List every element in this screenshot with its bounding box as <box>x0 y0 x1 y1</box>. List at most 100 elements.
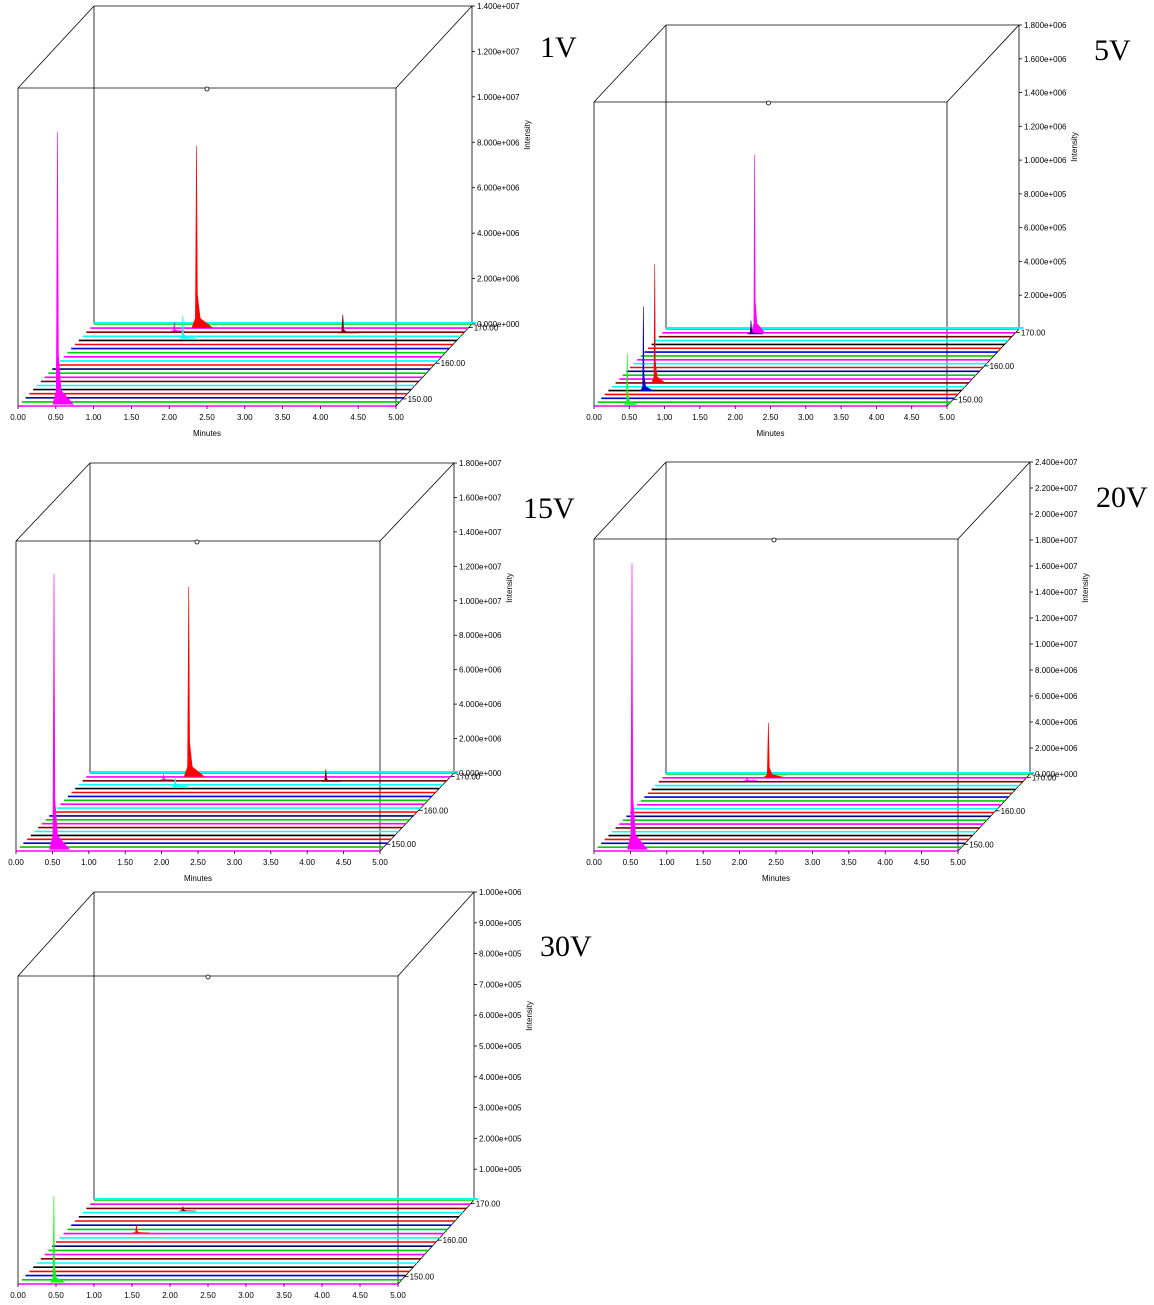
y-tick-label: 1.800e+006 <box>1024 21 1067 30</box>
panel-label: 5V <box>1094 34 1131 67</box>
peak-2 <box>171 321 185 332</box>
x-tick-label: 2.50 <box>763 413 779 422</box>
x-tick-label: 3.00 <box>238 1291 254 1300</box>
z-tick-label: 150.00 <box>408 395 433 404</box>
y-tick-label: 2.400e+007 <box>1035 458 1078 467</box>
z-tick-label: 150.00 <box>958 395 983 404</box>
peak-3 <box>321 769 342 782</box>
y-tick-label: 8.000e+006 <box>477 138 520 147</box>
x-tick-label: 0.50 <box>48 413 64 422</box>
y-tick-label: 4.000e+006 <box>1035 718 1078 727</box>
z-tick-label: 170.00 <box>456 772 481 781</box>
x-tick-label: 3.50 <box>263 858 279 867</box>
x-tick-label: 4.50 <box>350 413 366 422</box>
y-tick-label: 6.000e+006 <box>459 666 502 675</box>
z-tick-label: 160.00 <box>424 806 449 815</box>
view-marker <box>766 100 771 106</box>
z-tick-label: 150.00 <box>391 840 416 849</box>
y-tick-label: 2.000e+005 <box>479 1134 522 1143</box>
chart-panel-2: 0.00 0.50 1.00 1.50 2.00 2.50 3.00 3.50 4.00 4.50… <box>586 21 1131 438</box>
z-tick-label: 150.00 <box>969 840 994 849</box>
y-tick-label: 8.000e+006 <box>459 631 502 640</box>
x-tick-label: 4.50 <box>914 858 930 867</box>
box-edge <box>15 462 91 542</box>
x-axis-title: Minutes <box>193 429 221 438</box>
view-marker <box>771 537 777 543</box>
y-tick-label: 8.000e+005 <box>479 950 522 959</box>
view-marker <box>204 86 210 92</box>
peak-4 <box>640 306 654 392</box>
y-tick-label: 6.000e+006 <box>477 184 520 193</box>
chart-panel-5: 0.00 0.50 1.00 1.50 2.00 2.50 3.00 3.50 4.00 4.50… <box>10 888 592 1300</box>
y-tick-label: 1.600e+006 <box>1024 55 1067 64</box>
z-tick-label: 170.00 <box>1032 773 1057 782</box>
x-tick-label: 2.00 <box>154 858 170 867</box>
box-edge <box>397 891 475 977</box>
x-tick-label: 1.50 <box>124 1291 140 1300</box>
y-tick-label: 1.200e+007 <box>1035 614 1078 623</box>
x-tick-label: 3.00 <box>227 858 243 867</box>
x-tick-label: 0.50 <box>623 858 639 867</box>
x-tick-label: 3.00 <box>798 413 814 422</box>
y-tick-label: 4.000e+005 <box>479 1073 522 1082</box>
x-tick-label: 2.50 <box>199 413 215 422</box>
x-tick-label: 2.50 <box>768 858 784 867</box>
x-tick-label: 3.00 <box>805 858 821 867</box>
peak-3 <box>651 264 666 383</box>
x-tick-label: 1.00 <box>81 858 97 867</box>
x-tick-label: 1.00 <box>657 413 673 422</box>
x-tick-label: 1.50 <box>692 413 708 422</box>
y-tick-label: 0.000e+000 <box>1035 770 1078 779</box>
peak-5 <box>49 573 70 850</box>
y-axis-title: Intensity <box>525 1001 534 1031</box>
y-axis-title: Intensity <box>523 120 532 150</box>
peak-2 <box>160 774 174 781</box>
y-tick-label: 1.400e+006 <box>1024 89 1067 98</box>
x-tick-label: 5.00 <box>939 413 955 422</box>
view-marker <box>194 539 200 545</box>
panel-label: 30V <box>540 930 592 963</box>
z-tick-label: 170.00 <box>476 1200 501 1209</box>
x-tick-label: 1.00 <box>659 858 675 867</box>
z-tick-label: 170.00 <box>474 324 499 333</box>
x-tick-label: 2.00 <box>162 1291 178 1300</box>
x-tick-label: 4.50 <box>336 858 352 867</box>
y-tick-label: 1.600e+007 <box>459 493 502 502</box>
peak-1 <box>751 154 766 333</box>
x-tick-label: 4.00 <box>313 413 329 422</box>
y-tick-label: 2.200e+007 <box>1035 484 1078 493</box>
y-axis-title: Intensity <box>1070 132 1079 162</box>
chart-panel-4: 0.00 0.50 1.00 1.50 2.00 2.50 3.00 3.50 4.00 4.50… <box>586 458 1148 883</box>
x-tick-label: 4.00 <box>877 858 893 867</box>
z-tick-label: 170.00 <box>1021 328 1046 337</box>
y-tick-label: 1.000e+006 <box>1024 156 1067 165</box>
x-tick-label: 3.50 <box>276 1291 292 1300</box>
peak-3 <box>744 776 758 781</box>
y-tick-label: 4.000e+006 <box>477 229 520 238</box>
y-tick-label: 4.000e+006 <box>459 700 502 709</box>
y-tick-label: 8.000e+006 <box>1035 666 1078 675</box>
x-axis-title: Minutes <box>184 874 212 883</box>
peak-1 <box>179 1206 197 1212</box>
box-edge <box>957 461 1031 540</box>
z-tick-label: 160.00 <box>443 1236 468 1245</box>
y-tick-label: 2.000e+006 <box>1035 744 1078 753</box>
x-tick-label: 2.00 <box>161 413 177 422</box>
x-tick-label: 1.00 <box>86 413 102 422</box>
y-tick-label: 1.200e+006 <box>1024 122 1067 131</box>
peak-2 <box>763 722 784 778</box>
y-tick-label: 8.000e+005 <box>1024 190 1067 199</box>
y-tick-label: 7.000e+005 <box>479 980 522 989</box>
peak-1 <box>183 586 205 777</box>
peak-1 <box>191 145 214 328</box>
x-tick-label: 0.00 <box>10 1291 26 1300</box>
z-tick-label: 150.00 <box>410 1273 435 1282</box>
y-tick-label: 6.000e+005 <box>1024 224 1067 233</box>
peak-3 <box>338 314 359 334</box>
x-tick-label: 3.50 <box>833 413 849 422</box>
x-axis-title: Minutes <box>756 429 784 438</box>
y-tick-label: 1.000e+006 <box>479 888 522 897</box>
x-tick-label: 0.50 <box>45 858 61 867</box>
y-tick-label: 1.800e+007 <box>459 459 502 468</box>
y-tick-label: 6.000e+005 <box>479 1011 522 1020</box>
